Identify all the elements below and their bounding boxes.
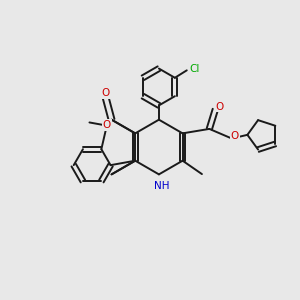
Text: O: O <box>103 120 111 130</box>
Text: O: O <box>101 88 110 98</box>
Text: Cl: Cl <box>189 64 200 74</box>
Text: NH: NH <box>154 181 169 191</box>
Text: O: O <box>230 131 239 141</box>
Text: O: O <box>216 102 224 112</box>
